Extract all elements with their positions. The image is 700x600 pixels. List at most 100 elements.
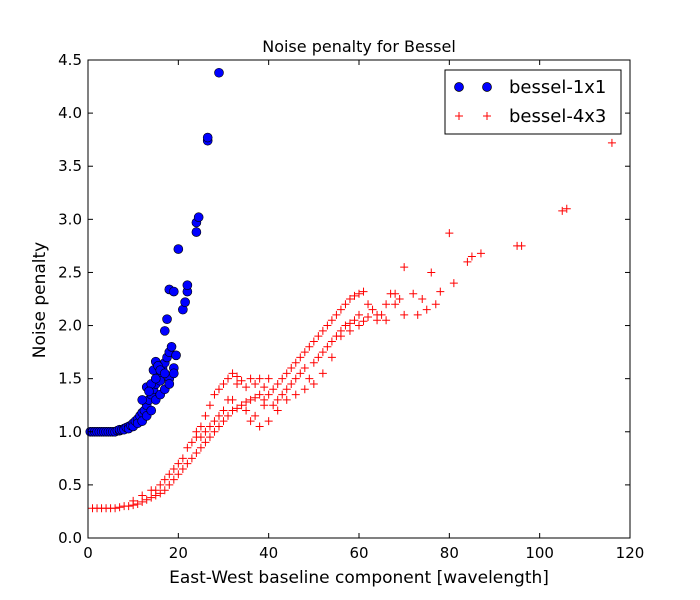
data-point-bessel-4x3 xyxy=(246,417,255,426)
data-point-bessel-4x3 xyxy=(224,395,233,404)
data-point-bessel-4x3 xyxy=(278,374,287,383)
data-point-bessel-4x3 xyxy=(309,358,318,367)
axis-ticks: 0 20 40 60 80 100 120 0.0 0.5 1.0 1.5 2.0 2.5 3.0 3.5 4… xyxy=(58,51,644,562)
data-point-bessel-4x3 xyxy=(210,417,219,426)
data-point-bessel-4x3 xyxy=(183,443,192,452)
data-point-bessel-1x1 xyxy=(191,227,202,237)
data-point-bessel-4x3 xyxy=(115,503,124,512)
data-point-bessel-4x3 xyxy=(192,449,201,458)
data-point-bessel-4x3 xyxy=(431,300,440,309)
data-point-bessel-4x3 xyxy=(282,385,291,394)
data-point-bessel-4x3 xyxy=(309,337,318,346)
data-point-bessel-4x3 xyxy=(196,422,205,431)
data-point-bessel-4x3 xyxy=(355,289,363,298)
data-point-bessel-4x3 xyxy=(214,422,223,431)
data-point-bessel-4x3 xyxy=(359,317,368,326)
data-point-bessel-4x3 xyxy=(273,406,282,415)
data-point-bessel-4x3 xyxy=(413,310,422,319)
data-point-bessel-4x3 xyxy=(327,337,336,346)
y-tick-label: 4.5 xyxy=(58,51,82,69)
data-point-bessel-4x3 xyxy=(345,319,354,328)
data-point-bessel-4x3 xyxy=(336,332,345,341)
data-point-bessel-4x3 xyxy=(187,454,196,463)
data-point-bessel-4x3 xyxy=(219,406,228,415)
data-point-bessel-4x3 xyxy=(205,422,214,431)
data-point-bessel-4x3 xyxy=(242,383,251,392)
data-point-bessel-4x3 xyxy=(264,374,273,383)
data-point-bessel-4x3 xyxy=(309,379,318,388)
data-point-bessel-4x3 xyxy=(345,295,354,303)
data-point-bessel-4x3 xyxy=(336,305,345,314)
data-point-bessel-4x3 xyxy=(395,295,404,303)
data-point-bessel-1x1 xyxy=(182,280,193,290)
y-tick-label: 2.5 xyxy=(58,263,82,281)
data-point-bessel-4x3 xyxy=(233,404,242,413)
plot-area xyxy=(85,59,631,539)
data-point-bessel-4x3 xyxy=(463,257,472,266)
data-point-bessel-4x3 xyxy=(314,353,323,362)
data-point-bessel-1x1 xyxy=(166,341,177,352)
data-point-bessel-4x3 xyxy=(156,480,165,489)
data-point-bessel-4x3 xyxy=(445,229,454,238)
data-point-bessel-4x3 xyxy=(364,300,373,309)
data-point-bessel-1x1 xyxy=(159,326,170,336)
data-point-bessel-4x3 xyxy=(327,316,336,325)
data-point-bessel-4x3 xyxy=(246,395,255,404)
data-point-bessel-4x3 xyxy=(201,427,210,436)
data-point-bessel-4x3 xyxy=(214,411,223,420)
series-bessel-1x1 xyxy=(85,67,224,437)
data-point-bessel-4x3 xyxy=(291,374,300,383)
data-point-bessel-4x3 xyxy=(224,411,233,420)
data-point-bessel-4x3 xyxy=(341,321,350,330)
data-point-bessel-4x3 xyxy=(355,310,363,319)
data-point-bessel-4x3 xyxy=(255,390,264,399)
data-point-bessel-4x3 xyxy=(278,390,287,399)
data-point-bessel-4x3 xyxy=(210,427,219,436)
data-point-bessel-4x3 xyxy=(323,342,332,351)
legend-marker-bessel-1x1-a xyxy=(454,82,464,92)
data-point-bessel-4x3 xyxy=(255,374,264,383)
data-point-bessel-1x1 xyxy=(171,350,181,361)
data-point-bessel-4x3 xyxy=(332,310,341,319)
x-tick-label: 60 xyxy=(349,544,368,562)
plot-background xyxy=(88,60,630,538)
data-point-bessel-4x3 xyxy=(300,385,309,394)
y-tick-label: 1.0 xyxy=(58,423,82,441)
data-point-bessel-4x3 xyxy=(449,279,458,288)
data-point-bessel-4x3 xyxy=(318,369,327,378)
data-point-bessel-4x3 xyxy=(214,385,223,394)
data-point-bessel-1x1 xyxy=(150,373,161,384)
data-point-bessel-4x3 xyxy=(219,417,228,426)
data-point-bessel-1x1 xyxy=(144,386,154,397)
data-point-bessel-4x3 xyxy=(165,470,174,479)
data-point-bessel-4x3 xyxy=(318,326,327,335)
data-point-bessel-4x3 xyxy=(169,475,178,484)
data-point-bessel-4x3 xyxy=(382,316,391,325)
legend: bessel-1x1 bessel-4x3 xyxy=(444,69,622,135)
data-point-bessel-4x3 xyxy=(273,395,282,404)
data-point-bessel-4x3 xyxy=(476,249,485,258)
data-point-bessel-4x3 xyxy=(562,204,571,213)
data-point-bessel-4x3 xyxy=(373,310,382,319)
data-point-bessel-4x3 xyxy=(129,496,138,505)
data-point-bessel-4x3 xyxy=(133,500,142,509)
y-tick-label: 0.5 xyxy=(58,476,82,494)
data-point-bessel-4x3 xyxy=(251,379,260,388)
data-point-bessel-1x1 xyxy=(214,67,224,78)
data-point-bessel-1x1 xyxy=(146,405,157,416)
data-point-bessel-4x3 xyxy=(224,374,233,383)
data-point-bessel-1x1 xyxy=(159,368,170,379)
data-point-bessel-4x3 xyxy=(233,379,242,388)
data-point-bessel-4x3 xyxy=(291,390,300,399)
y-tick-label: 1.5 xyxy=(58,370,82,388)
data-point-bessel-4x3 xyxy=(269,385,278,394)
data-point-bessel-4x3 xyxy=(282,369,291,378)
data-point-bessel-4x3 xyxy=(391,289,400,298)
legend-box xyxy=(444,69,622,135)
series-layer xyxy=(85,67,616,513)
data-point-bessel-4x3 xyxy=(418,295,427,303)
data-point-bessel-4x3 xyxy=(323,321,332,330)
y-tick-label: 4.0 xyxy=(58,104,82,122)
data-point-bessel-4x3 xyxy=(192,427,201,436)
